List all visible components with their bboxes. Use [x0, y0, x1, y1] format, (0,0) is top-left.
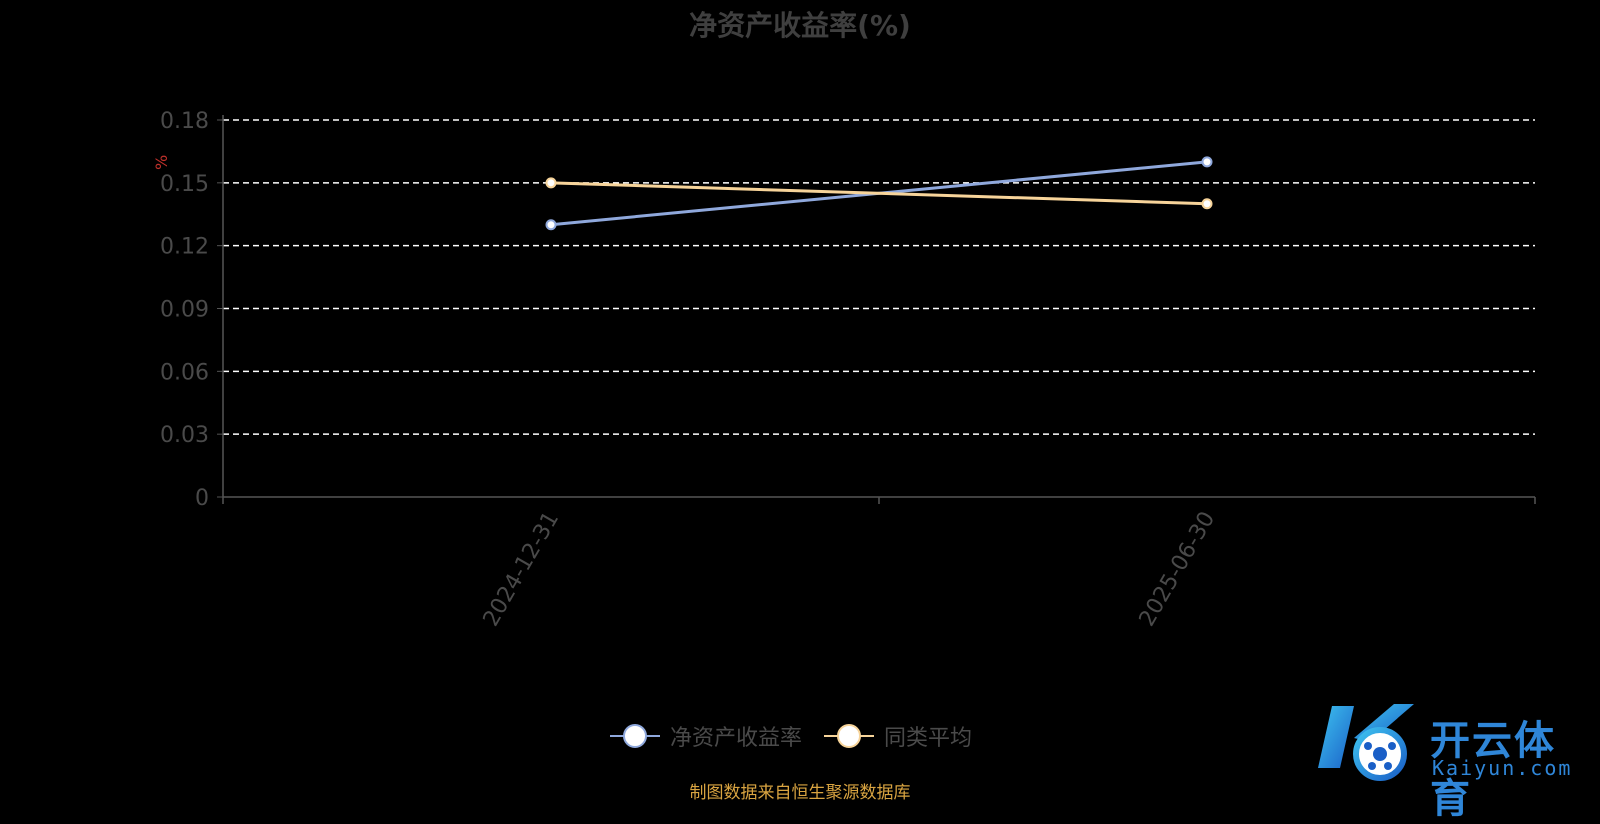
watermark-subtext: Kaiyun.com [1432, 756, 1573, 780]
y-tick-label: 0.03 [160, 423, 209, 448]
x-tick-label: 2024-12-31 [479, 508, 565, 631]
y-tick-label: 0 [195, 486, 209, 511]
data-point-series-0 [545, 219, 557, 231]
y-tick-label: 0.18 [160, 109, 209, 134]
series-line-1 [550, 181, 1208, 206]
data-point-series-1 [545, 177, 557, 189]
data-point-series-1 [1201, 198, 1213, 210]
y-tick-label: 0.06 [160, 360, 209, 385]
x-tick-label: 2025-06-30 [1135, 508, 1221, 631]
data-source-note: 制图数据来自恒生聚源数据库 [689, 783, 911, 803]
y-tick-label: 0.15 [160, 172, 209, 197]
data-point-series-0 [1201, 156, 1213, 168]
legend-swatch-peer-avg [824, 724, 875, 748]
legend-item-peer-avg[interactable]: 同类平均 [824, 720, 972, 752]
y-axis-unit-label: % [152, 155, 171, 170]
legend-item-roe[interactable]: 净资产收益率 [610, 720, 802, 752]
legend-label-roe: 净资产收益率 [670, 726, 803, 751]
legend-label-peer-avg: 同类平均 [884, 726, 973, 751]
legend: 净资产收益率 同类平均 [610, 720, 994, 752]
kaiyun-logo-icon [1318, 704, 1414, 781]
chart-title: 净资产收益率(%) [689, 9, 911, 42]
y-tick-label: 0.09 [160, 298, 209, 323]
line-chart: 0 0.03 0.06 0.09 0.12 0.15 0.18% 2024-12-31 2025… [152, 109, 1536, 631]
y-tick-label: 0.12 [160, 235, 209, 260]
watermark-logo: 开云体育 Kaiyun.com [1310, 698, 1590, 822]
legend-swatch-roe [610, 724, 660, 748]
